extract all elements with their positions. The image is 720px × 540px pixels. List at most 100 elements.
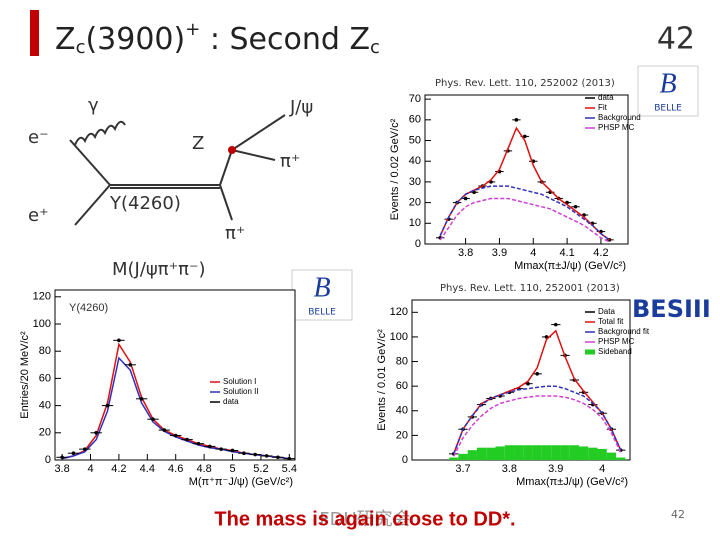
- x-tick-label: 5.2: [253, 463, 268, 475]
- x-tick-label: 4.6: [168, 463, 183, 475]
- charts: 3.8 3.9 4 4.1 4.2010203040506070Mmax(π±J/ψ) …: [19, 93, 650, 488]
- plot: 3.8 3.9 4 4.1 4.2 0 10 20 30 40 50 60 70 Mmax(π±J/ψ) …: [389, 93, 641, 272]
- bar: [486, 447, 496, 460]
- label: M(J/ψπ⁺π⁻): [112, 259, 206, 280]
- plot-frame: [411, 299, 631, 461]
- data-point: [287, 456, 292, 461]
- bar: [458, 453, 468, 460]
- data-point: [105, 403, 110, 408]
- label: e⁻: [28, 127, 49, 148]
- data-point: [553, 322, 558, 327]
- plot: 3.8 4 4.2 4.4 4.6 4.8 5 5.2 5.4 0 20 40 60 80 100 120 M(…: [19, 289, 297, 488]
- x-tick-label: 3.8: [502, 463, 517, 475]
- data-point: [162, 428, 167, 432]
- plot-frame: [424, 94, 629, 245]
- x-tick-label: 4: [530, 247, 536, 259]
- logo-box: [637, 65, 699, 117]
- y-tick-label: 100: [33, 318, 51, 330]
- logo-mark: B: [659, 68, 676, 99]
- legend-label: Fit: [598, 103, 608, 112]
- x-tick-label: 4.2: [593, 247, 608, 259]
- data-point: [523, 134, 527, 139]
- y-tick-label: 40: [409, 155, 421, 167]
- legend-label: Background: [598, 113, 641, 122]
- label: π⁺: [280, 151, 300, 172]
- citation: Phys. Rev. Lett. 110, 252001 (2013): [440, 283, 620, 294]
- data-point: [94, 431, 98, 435]
- fit-line: [439, 126, 610, 241]
- y-tick-label: 0: [415, 238, 421, 250]
- x-tick-label: 5.4: [282, 463, 297, 475]
- legend-label: data: [598, 93, 614, 102]
- data-point: [128, 363, 133, 367]
- belle-logo: B BELLE: [637, 65, 699, 117]
- bar: [532, 445, 542, 460]
- data-point: [151, 417, 155, 422]
- bar: [514, 445, 524, 460]
- x-tick-label: 3.9: [492, 247, 507, 259]
- data-point: [526, 381, 530, 386]
- label: Z: [192, 133, 204, 154]
- fit-line: [439, 185, 610, 241]
- annotation: Y(4260): [69, 302, 108, 314]
- legend-label: Solution I: [223, 377, 256, 386]
- feynman-diagram: γ e⁻ e⁺ Z J/ψ π⁺ π⁺ Y(4260) M(J/ψπ⁺π⁻): [28, 95, 313, 280]
- y-tick-label: 80: [39, 345, 51, 357]
- y-tick-label: 40: [39, 400, 51, 412]
- x-axis-label: Mmax(π±J/ψ) (GeV/c²): [514, 260, 626, 272]
- legend-label: data: [223, 397, 239, 406]
- x-tick-label: 3.8: [458, 247, 473, 259]
- label: γ: [88, 95, 99, 116]
- data-point: [196, 441, 201, 446]
- x-tick-label: 5: [229, 463, 235, 475]
- bar: [467, 450, 477, 460]
- bar: [523, 445, 533, 460]
- bar: [551, 445, 561, 460]
- logo-mark: B: [313, 272, 330, 303]
- x-tick-label: 4: [87, 463, 93, 475]
- y-tick-label: 0: [45, 454, 51, 466]
- fit-line: [453, 395, 622, 457]
- y-tick-label: 0: [402, 454, 408, 466]
- x-tick-label: 4.4: [140, 463, 155, 475]
- legend-label: Data: [598, 307, 615, 316]
- x-axis-label: Mmax(π±J/ψ) (GeV/c²): [516, 476, 628, 488]
- bar: [606, 452, 617, 460]
- y-tick-label: 120: [390, 306, 408, 318]
- line: [69, 139, 111, 186]
- y-axis-label: Events / 0.02 GeV/c²: [389, 118, 401, 220]
- bar: [504, 445, 515, 460]
- fit-line: [439, 197, 610, 243]
- bar: [616, 457, 626, 460]
- x-tick-label: 4.8: [196, 463, 211, 475]
- bar: [541, 445, 552, 460]
- legend-label: PHSP MC: [598, 123, 635, 132]
- y-tick-label: 20: [396, 429, 408, 441]
- data-point: [253, 452, 258, 457]
- y-tick-label: 60: [39, 372, 51, 384]
- y-tick-label: 100: [390, 331, 408, 343]
- bes-logo: BESIII: [632, 295, 711, 323]
- belle-logo: B BELLE: [291, 269, 353, 321]
- y-axis-label: Events / 0.01 GeV/c²: [376, 329, 388, 431]
- y-tick-label: 120: [33, 291, 51, 303]
- y-tick-label: 60: [396, 380, 408, 392]
- x-tick-label: 3.7: [455, 463, 470, 475]
- data-point: [264, 454, 269, 458]
- x-tick-label: 3.9: [548, 463, 563, 475]
- footer-page-number: 42: [671, 508, 685, 521]
- data-point: [276, 455, 280, 460]
- y-tick-label: 30: [409, 176, 421, 188]
- y-tick-label: 10: [409, 217, 421, 229]
- title-bar: [30, 10, 39, 56]
- data-point: [117, 338, 121, 343]
- legend-label: PHSP MC: [598, 337, 635, 346]
- data-point: [219, 447, 223, 451]
- line: [219, 149, 233, 186]
- data-point: [535, 372, 540, 376]
- logo-text: BELLE: [308, 308, 336, 318]
- bar: [569, 445, 579, 460]
- bar: [578, 446, 589, 460]
- label: J/ψ: [289, 97, 313, 118]
